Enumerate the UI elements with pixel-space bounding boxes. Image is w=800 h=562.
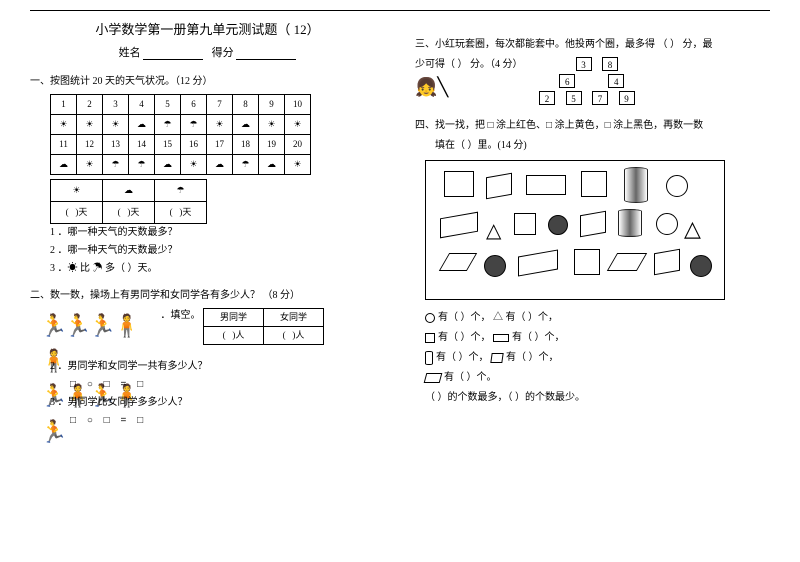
- worksheet-page: 小学数学第一册第九单元测试题（ 12） 姓名 得分 一、按图统计 20 天的天气…: [30, 19, 770, 440]
- cube-shape: [580, 211, 606, 238]
- q4-line5: （ ）的个数最多，（ ）的个数最少。: [425, 388, 770, 408]
- q2-sub2: 2 ．男同学和女同学一共有多少人？: [50, 358, 385, 376]
- q4-line2: 有（ ）个， 有（ ）个，: [425, 328, 770, 348]
- top-rule: [30, 10, 770, 11]
- circle-shape: [656, 213, 678, 235]
- sphere-shape: [484, 255, 506, 277]
- triangle-shape: △: [486, 215, 501, 247]
- cube-icon: [490, 353, 503, 363]
- circle-icon: [425, 313, 435, 323]
- parallelogram-shape: [439, 253, 477, 271]
- square-shape: [514, 213, 536, 235]
- q1-head: 一、按图统计 20 天的天气状况。（12 分）: [30, 74, 385, 90]
- rectangle-icon: [493, 334, 509, 342]
- q3-head-b: 少可得（ ） 分。（4 分）: [415, 59, 523, 70]
- q2-eq2: □ ○ □ = □: [70, 412, 385, 430]
- triangle-shape: △: [684, 211, 701, 246]
- triangle-icon: △: [493, 312, 503, 323]
- name-label: 姓名: [119, 47, 141, 59]
- cylinder-shape: [618, 209, 642, 237]
- playground-image: 🏃🏃🏃🧍🧍🏃🧍🏃🧍🏃: [40, 308, 150, 358]
- score-blank: [236, 48, 296, 60]
- q4-line3: 有（ ）个， 有（ ）个，: [425, 348, 770, 368]
- sphere-shape: [690, 255, 712, 277]
- left-column: 小学数学第一册第九单元测试题（ 12） 姓名 得分 一、按图统计 20 天的天气…: [30, 19, 385, 440]
- square-shape: [581, 171, 607, 197]
- q2-fill-label: ．填空。: [161, 310, 201, 321]
- parallelogram-shape: [607, 253, 647, 271]
- weather-summary-table: ☀☁☂ ( )天 ( )天 ( )天: [50, 179, 207, 224]
- rain-icon: ☂: [93, 263, 103, 274]
- sun-icon: ☀: [68, 263, 78, 274]
- q2-head: 二、数一数，操场上有男同学和女同学各有多少人？ （8 分）: [30, 288, 385, 304]
- worksheet-title: 小学数学第一册第九单元测试题（ 12）: [30, 19, 385, 38]
- cylinder-shape: [624, 167, 648, 203]
- cuboid-icon: [424, 373, 443, 383]
- q1-sub3: 3 ．☀ 比 ☂ 多（ ）天。: [50, 260, 385, 278]
- table-row: ☁☀☂☂☁☀☁☂☁☀: [51, 155, 311, 175]
- rectangle-shape: [526, 175, 566, 195]
- q4-line1: 有（ ）个， △ 有（ ）个，: [425, 308, 770, 328]
- cube-shape: [654, 249, 680, 276]
- score-label: 得分: [212, 47, 234, 59]
- q2-sub3: 3 ．男同学比女同学多多少人？: [50, 394, 385, 412]
- name-score-line: 姓名 得分: [30, 44, 385, 60]
- cylinder-icon: [425, 351, 433, 365]
- q1-sub2: 2 ．哪一种天气的天数最少？: [50, 242, 385, 260]
- square-shape: [444, 171, 474, 197]
- q4-head-b: 填在（ ）里。(14 分): [435, 138, 770, 154]
- right-column: 三、小红玩套圈，每次都能套中。他投两个圈，最多得 （ ） 分，最 少可得（ ） …: [415, 19, 770, 440]
- table-row: 11121314151617181920: [51, 135, 311, 155]
- question-4: 四、找一找，把 □ 涂上红色、□ 涂上黄色，□ 涂上黑色，再数一数 填在（ ）里…: [415, 118, 770, 408]
- sphere-shape: [548, 215, 568, 235]
- q2-subquestions: 2 ．男同学和女同学一共有多少人？ □ ○ □ = □ 3 ．男同学比女同学多多…: [50, 358, 385, 430]
- question-1: 一、按图统计 20 天的天气状况。（12 分） 12345678910 ☀☀☀☁…: [30, 74, 385, 278]
- table-row: 12345678910: [51, 95, 311, 115]
- q4-head-a: 四、找一找，把 □ 涂上红色、□ 涂上黄色，□ 涂上黑色，再数一数: [415, 118, 770, 134]
- ring-targets: 3 8 6 4 2 5 7 9: [535, 57, 639, 108]
- q1-subquestions: 1 ．哪一种天气的天数最多？ 2 ．哪一种天气的天数最少？ 3 ．☀ 比 ☂ 多…: [50, 224, 385, 278]
- circle-shape: [666, 175, 688, 197]
- name-blank: [143, 48, 203, 60]
- shapes-box: △ △: [425, 160, 725, 300]
- table-row: ☀☀☀☁☂☂☀☁☀☀: [51, 115, 311, 135]
- cube-shape: [486, 173, 512, 200]
- q3-head-a: 三、小红玩套圈，每次都能套中。他投两个圈，最多得 （ ） 分，最: [415, 37, 770, 53]
- weather-table: 12345678910 ☀☀☀☁☂☂☀☁☀☀ 11121314151617181…: [50, 94, 311, 175]
- student-count-table: 男同学女同学 ( )人( )人: [203, 308, 324, 345]
- square-icon: [425, 333, 435, 343]
- q1-sub1: 1 ．哪一种天气的天数最多？: [50, 224, 385, 242]
- square-shape: [574, 249, 600, 275]
- question-2: 二、数一数，操场上有男同学和女同学各有多少人？ （8 分） 🏃🏃🏃🧍🧍🏃🧍🏃🧍🏃…: [30, 288, 385, 430]
- cuboid-shape: [440, 212, 478, 239]
- q4-line4: 有（ ）个。: [425, 368, 770, 388]
- cuboid-shape: [518, 249, 558, 276]
- q2-eq1: □ ○ □ = □: [70, 376, 385, 394]
- question-3: 三、小红玩套圈，每次都能套中。他投两个圈，最多得 （ ） 分，最 少可得（ ） …: [415, 37, 770, 108]
- girl-icon: 👧╲: [415, 77, 448, 97]
